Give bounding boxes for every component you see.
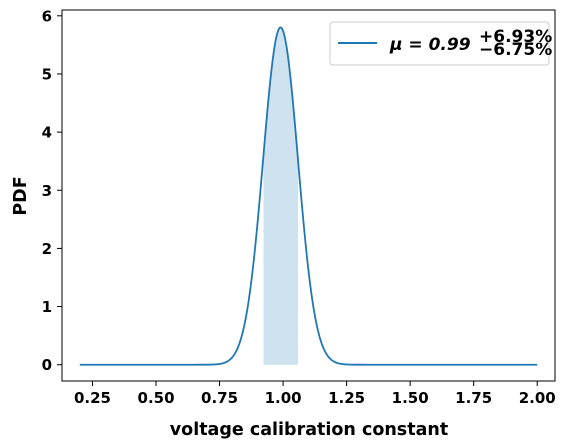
- pdf-curve: [79, 26, 538, 366]
- series-line: [79, 26, 538, 366]
- y-tick-label: 5: [42, 65, 52, 83]
- x-tick-label: 1.25: [328, 389, 365, 407]
- x-axis-ticks: 0.25 0.50 0.75 1.00 1.25 1.50 1.75 2.00: [74, 381, 556, 407]
- credible-interval-band: [263, 27, 299, 365]
- y-tick-label: 3: [42, 182, 52, 200]
- y-tick-label: 6: [42, 7, 52, 25]
- x-tick-label: 0.50: [138, 389, 175, 407]
- legend-box: [329, 21, 550, 66]
- x-axis-label: voltage calibration constant: [170, 420, 448, 440]
- x-tick-label: 0.25: [74, 389, 111, 407]
- x-tick-label: 1.75: [455, 389, 492, 407]
- x-tick-label: 2.00: [519, 389, 556, 407]
- x-tick-label: 0.75: [201, 389, 238, 407]
- interval-shade: [263, 27, 299, 365]
- x-tick-label: 1.00: [265, 389, 302, 407]
- legend-label-subscript: −6.75%: [479, 40, 552, 60]
- y-tick-label: 0: [42, 356, 52, 374]
- x-tick-label: 1.50: [392, 389, 429, 407]
- y-tick-label: 1: [42, 298, 52, 316]
- legend-label-main: μ = 0.99: [389, 35, 471, 55]
- legend-label-superscript: +6.93%: [479, 27, 552, 47]
- legend: μ = 0.99 +6.93% −6.75%: [329, 21, 552, 66]
- y-axis-ticks: 0 1 2 3 4 5 6: [42, 7, 62, 374]
- y-tick-label: 4: [42, 124, 52, 142]
- y-axis-label: PDF: [11, 176, 31, 215]
- y-tick-label: 2: [42, 240, 52, 258]
- plot-frame: [61, 9, 556, 382]
